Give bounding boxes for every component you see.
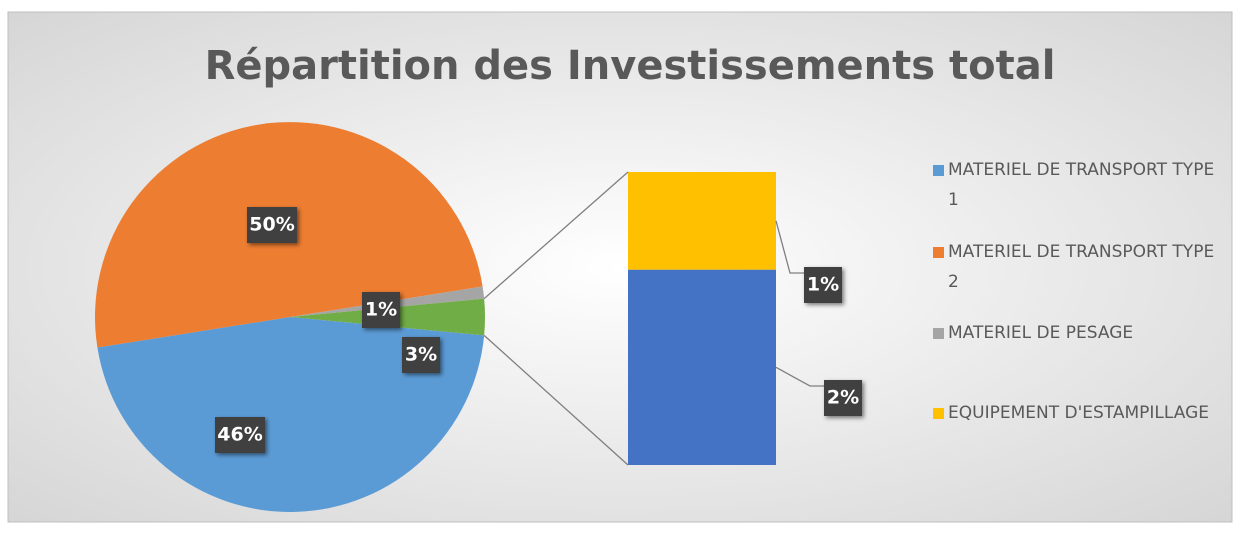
label-box [362, 292, 400, 328]
data-label: 50% [249, 214, 294, 236]
data-label: 1% [807, 274, 839, 296]
leader-line [775, 366, 824, 387]
label-box [402, 337, 440, 373]
chart-title: Répartition des Investissements total [205, 43, 1056, 89]
legend-swatch [933, 408, 944, 419]
legend-swatch [933, 328, 944, 339]
label-box [804, 267, 842, 303]
label-box [215, 417, 265, 453]
legend-label: MATERIEL DE TRANSPORT TYPE 1 [948, 160, 1215, 210]
connector [483, 334, 629, 466]
data-label: 3% [405, 344, 437, 366]
legend-label: EQUIPEMENT D'ESTAMPILLAGE [948, 403, 1209, 423]
data-label: 46% [217, 424, 262, 446]
data-label: 2% [827, 387, 859, 409]
label-box [824, 380, 862, 416]
pie-slice [97, 317, 485, 513]
leader-line [775, 220, 804, 274]
legend-swatch [933, 247, 944, 258]
data-label: 1% [365, 299, 397, 321]
bar-segment [628, 269, 776, 465]
legend-swatch [933, 165, 944, 176]
bar-segment [628, 172, 776, 270]
label-box [247, 207, 297, 243]
legend-label: MATERIEL DE TRANSPORT TYPE 2 [948, 242, 1215, 292]
connector [483, 171, 629, 300]
legend-label: MATERIEL DE PESAGE [948, 323, 1134, 343]
